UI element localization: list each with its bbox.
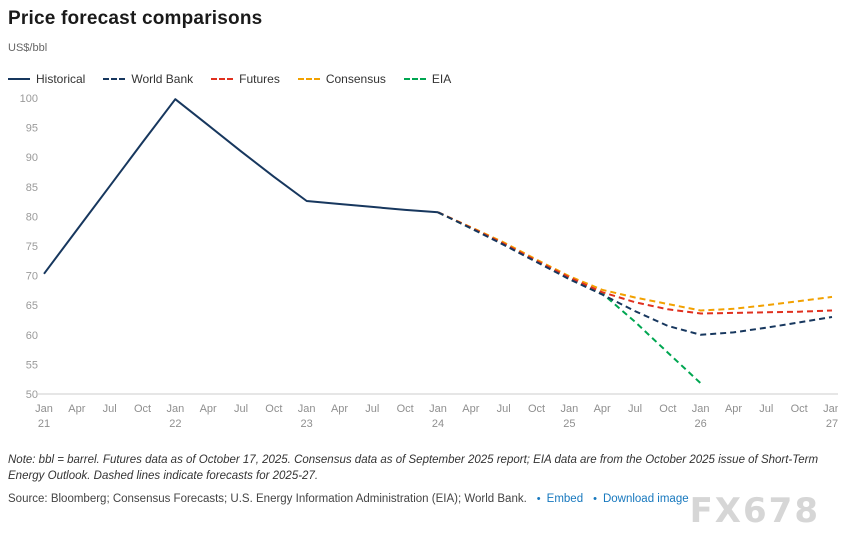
axis-tick-label: 22 [169,418,181,430]
axis-tick-label: 26 [695,418,707,430]
axis-tick-label: Jul [628,403,642,415]
axis-tick-label: Oct [265,403,282,415]
legend-item-historical: Historical [8,72,85,86]
legend-label: Historical [36,72,86,86]
axis-tick-label: Jul [759,403,773,415]
series-consensus-line [437,211,833,312]
y-axis-unit-label: US$/bbl [8,42,48,54]
price-chart: 50 55 60 65 70 75 80 85 90 95 100 Jan 21 Apr Jul Oct Jan… [20,93,841,430]
axis-tick-label: Jan [692,403,710,415]
axis-tick-label: Jul [103,403,117,415]
legend-swatch [8,78,30,80]
axis-tick-label: Oct [397,403,414,415]
axis-tick-label: Jul [234,403,248,415]
axis-tick-label: Jan [823,403,838,415]
axis-tick-label: Apr [725,403,742,415]
legend-swatch [103,78,126,80]
axis-tick-label: Jan [429,403,447,415]
source-row: Source: Bloomberg; Consensus Forecasts; … [8,493,838,505]
axis-tick-label: 50 [26,389,38,401]
legend-item-world-bank: World Bank [103,72,193,86]
download-image-link[interactable]: Download image [602,493,689,506]
axis-tick-label: Oct [134,403,151,415]
axis-tick-label: 95 [26,123,38,135]
axis-tick-label: Jan [166,403,184,415]
legend-item-consensus: Consensus [297,72,386,86]
axis-tick-label: Apr [462,403,479,415]
axis-tick-label: 23 [301,418,313,430]
axis-tick-label: Jul [365,403,379,415]
axis-tick-label: 21 [38,418,50,430]
axis-tick-label: 85 [26,182,38,194]
series-historical-line [43,98,439,275]
bullet-icon: • [593,493,597,506]
axis-tick-label: Apr [594,403,611,415]
legend-swatch [403,78,426,80]
axis-tick-label: Jan [298,403,316,415]
chart-page: Price forecast comparisons US$/bbl Histo… [8,8,841,447]
source-text: Source: Bloomberg; Consensus Forecasts; … [8,493,527,506]
axis-tick-label: 75 [26,241,38,253]
legend-item-eia: EIA [403,72,452,86]
bullet-icon: • [536,493,541,506]
embed-link[interactable]: Embed [546,493,584,506]
axis-tick-label: Oct [659,403,676,415]
series-futures-line [437,211,833,315]
axis-tick-label: 27 [826,418,838,430]
axis-tick-label: Jan [35,403,53,415]
axis-tick-label: Apr [331,403,348,415]
footnote: Note: bbl = barrel. Futures data as of O… [8,454,819,482]
legend-label: EIA [431,72,452,86]
legend-swatch [211,78,234,80]
axis-tick-label: 24 [432,418,444,430]
axis-tick-label: Apr [68,403,85,415]
axis-tick-label: 60 [26,330,38,342]
axis-tick-label: Jul [497,403,511,415]
axis-tick-label: 70 [26,271,38,283]
legend-item-futures: Futures [211,72,280,86]
axis-tick-label: Oct [528,403,545,415]
axis-tick-label: 25 [563,418,575,430]
axis-tick-label: Oct [791,403,808,415]
chart-area: 50 55 60 65 70 75 80 85 90 95 100 Jan 21 Apr Jul Oct Jan… [8,90,841,447]
legend-label: Consensus [325,72,386,86]
legend-label: World Bank [131,72,194,86]
axis-tick-label: 90 [26,152,38,164]
chart-footer: Note: bbl = barrel. Futures data as of O… [0,447,846,505]
legend-label: Futures [239,72,280,86]
series-eia-line [437,211,702,385]
series-world-bank-line [437,211,833,336]
chart-legend: Historical World Bank Futures Consensus EIA [8,72,838,86]
legend-swatch [297,78,320,80]
axis-tick-label: 65 [26,300,38,312]
axis-tick-label: Apr [200,403,217,415]
page-title: Price forecast comparisons [8,8,263,29]
axis-tick-label: Jan [560,403,578,415]
axis-tick-label: 80 [26,211,38,223]
axis-tick-label: 55 [26,359,38,371]
watermark-logo: FX678 [689,491,820,531]
axis-tick-label: 100 [20,93,38,105]
